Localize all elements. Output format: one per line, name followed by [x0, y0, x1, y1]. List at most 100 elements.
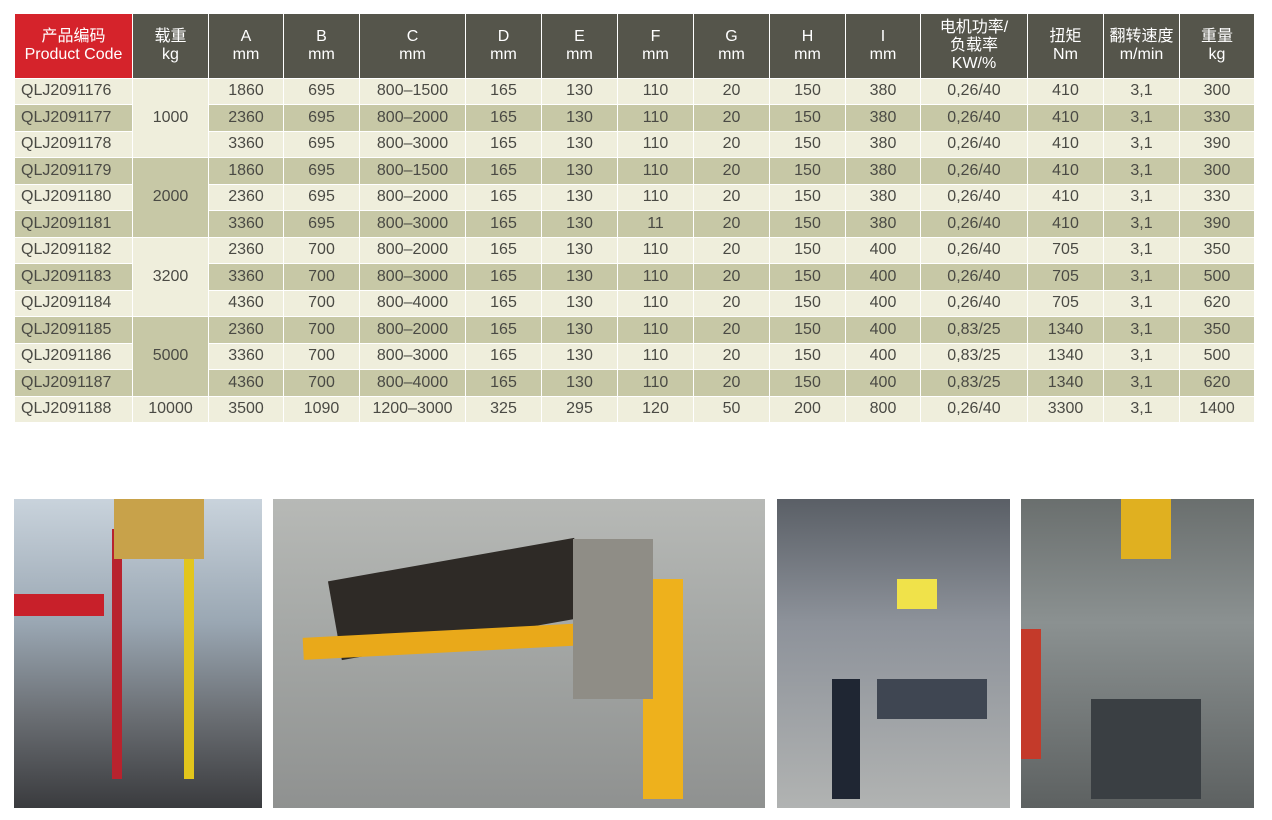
- cell-product-code: QLJ2091182: [14, 236, 133, 264]
- cell-d: 165: [465, 236, 542, 264]
- cell-c: 800–4000: [359, 289, 466, 317]
- table-row: QLJ2091185 5000 2360 700 800–2000 165 130 110 20…: [14, 316, 1255, 397]
- cell-g: 20: [693, 369, 770, 397]
- header-line: Nm: [1053, 45, 1078, 63]
- table-row: QLJ2091178 3360 695 800–3000 165 130 110 20 150 3…: [14, 130, 1255, 158]
- cell-product-code: QLJ2091185: [14, 316, 133, 344]
- cell-product-code: QLJ2091176: [14, 77, 133, 105]
- cell-motor-power: 0,83/25: [920, 342, 1028, 370]
- cell-product-code: QLJ2091181: [14, 210, 133, 238]
- cell-f: 110: [617, 236, 694, 264]
- cell-e: 130: [541, 263, 618, 291]
- cell-motor-power: 0,26/40: [920, 263, 1028, 291]
- cell-a: 4360: [208, 369, 284, 397]
- header-line: mm: [869, 45, 897, 63]
- cell-a: 1860: [208, 157, 284, 185]
- cell-weight: 390: [1179, 210, 1255, 238]
- cell-torque: 3300: [1027, 395, 1104, 423]
- cell-d: 165: [465, 263, 542, 291]
- cell-product-code: QLJ2091184: [14, 289, 133, 317]
- cell-product-code: QLJ2091183: [14, 263, 133, 291]
- header-line: C: [406, 27, 419, 45]
- cell-weight: 500: [1179, 263, 1255, 291]
- header-line: mm: [718, 45, 745, 63]
- cell-d: 165: [465, 342, 542, 370]
- cell-e: 130: [541, 210, 618, 238]
- header-line: mm: [642, 45, 669, 63]
- header-turn-speed: 翻转速度 m/min: [1103, 14, 1180, 78]
- cell-f: 110: [617, 289, 694, 317]
- cell-e: 130: [541, 236, 618, 264]
- cell-a: 3360: [208, 263, 284, 291]
- header-line: kg: [1208, 45, 1226, 63]
- cell-a: 3500: [208, 395, 284, 423]
- cell-product-code: QLJ2091179: [14, 157, 133, 185]
- cell-a: 2360: [208, 236, 284, 264]
- cell-d: 165: [465, 369, 542, 397]
- cell-c: 800–2000: [359, 183, 466, 211]
- header-line: F: [650, 27, 661, 45]
- cell-motor-power: 0,83/25: [920, 316, 1028, 344]
- cell-motor-power: 0,26/40: [920, 210, 1028, 238]
- cell-b: 700: [283, 369, 360, 397]
- cell-motor-power: 0,26/40: [920, 395, 1028, 423]
- cell-i: 380: [845, 130, 921, 158]
- table-row: QLJ2091177 2360 695 800–2000 165 130 110 20 150 3…: [14, 104, 1255, 132]
- cell-e: 295: [541, 395, 618, 423]
- cell-motor-power: 0,26/40: [920, 157, 1028, 185]
- cell-weight: 350: [1179, 236, 1255, 264]
- photo-crane-lift: [14, 499, 262, 808]
- cell-i: 380: [845, 210, 921, 238]
- cell-h: 150: [769, 210, 846, 238]
- cell-g: 20: [693, 289, 770, 317]
- cell-d: 165: [465, 289, 542, 317]
- header-line: 载重: [154, 27, 187, 45]
- header-line: G: [725, 27, 738, 45]
- cell-b: 695: [283, 104, 360, 132]
- cell-torque: 410: [1027, 183, 1104, 211]
- cell-torque: 705: [1027, 236, 1104, 264]
- cell-turn-speed: 3,1: [1103, 130, 1180, 158]
- table-row: QLJ2091179 2000 1860 695 800–1500 165 130 110 20…: [14, 157, 1255, 238]
- cell-h: 150: [769, 316, 846, 344]
- table-row: QLJ2091182 3200 2360 700 800–2000 165 130 110 20…: [14, 236, 1255, 317]
- cell-g: 20: [693, 263, 770, 291]
- cell-torque: 410: [1027, 130, 1104, 158]
- cell-c: 1200–3000: [359, 395, 466, 423]
- cell-h: 150: [769, 342, 846, 370]
- cell-a: 1860: [208, 77, 284, 105]
- header-line: E: [574, 27, 585, 45]
- cell-e: 130: [541, 289, 618, 317]
- cell-torque: 410: [1027, 77, 1104, 105]
- cell-c: 800–1500: [359, 77, 466, 105]
- cell-torque: 1340: [1027, 342, 1104, 370]
- header-line: KW/%: [951, 54, 997, 72]
- cell-torque: 410: [1027, 210, 1104, 238]
- cell-d: 165: [465, 130, 542, 158]
- cell-turn-speed: 3,1: [1103, 183, 1180, 211]
- cell-b: 1090: [283, 395, 360, 423]
- cell-c: 800–3000: [359, 263, 466, 291]
- cell-load: 2000: [132, 157, 209, 238]
- cell-product-code: QLJ2091187: [14, 369, 133, 397]
- cell-weight: 300: [1179, 157, 1255, 185]
- cell-f: 110: [617, 157, 694, 185]
- cell-e: 130: [541, 316, 618, 344]
- cell-h: 150: [769, 157, 846, 185]
- cell-motor-power: 0,26/40: [920, 104, 1028, 132]
- cell-g: 20: [693, 183, 770, 211]
- cell-i: 400: [845, 236, 921, 264]
- cell-torque: 1340: [1027, 369, 1104, 397]
- cell-turn-speed: 3,1: [1103, 104, 1180, 132]
- cell-turn-speed: 3,1: [1103, 395, 1180, 423]
- cell-turn-speed: 3,1: [1103, 369, 1180, 397]
- cell-g: 20: [693, 130, 770, 158]
- cell-c: 800–2000: [359, 316, 466, 344]
- header-line: mm: [566, 45, 593, 63]
